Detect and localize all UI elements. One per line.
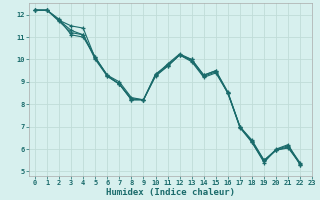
X-axis label: Humidex (Indice chaleur): Humidex (Indice chaleur) — [106, 188, 235, 197]
